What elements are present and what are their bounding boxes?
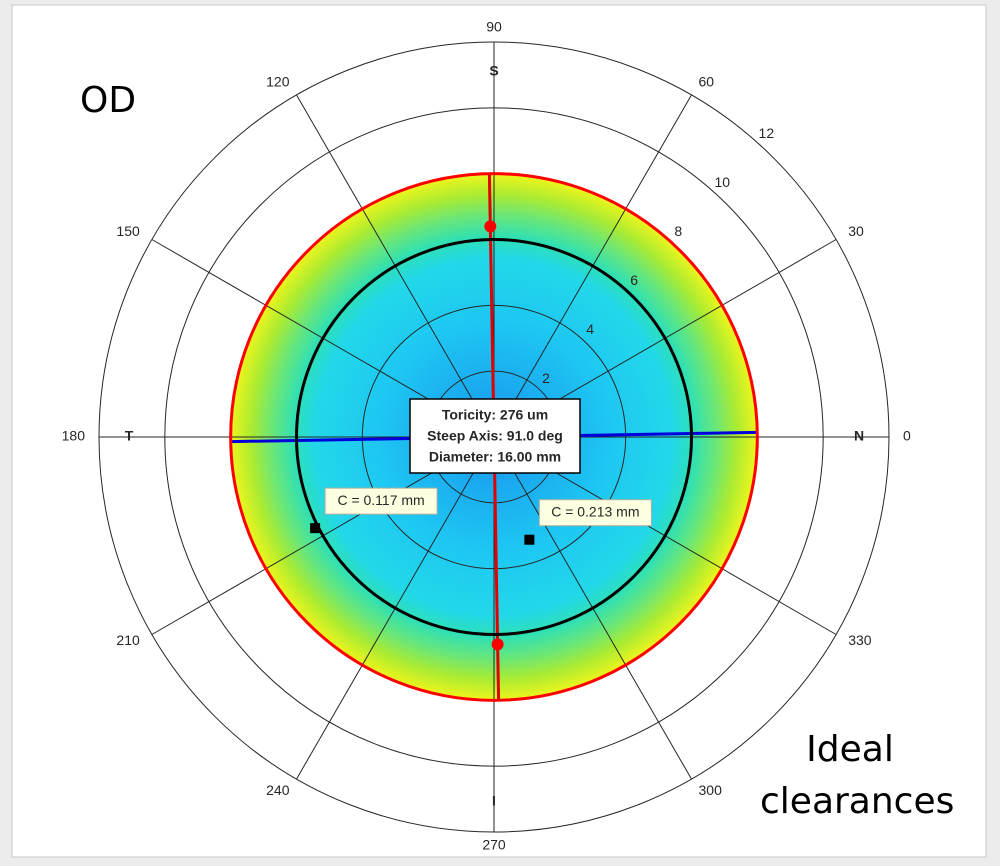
info-box: Toricity: 276 um Steep Axis: 91.0 deg Diam… <box>409 398 581 474</box>
annotation: OD <box>80 80 137 121</box>
theta-tick-label: 300 <box>699 782 723 798</box>
theta-tick-label: 330 <box>848 632 872 648</box>
theta-tick-label: 90 <box>486 19 502 35</box>
theta-tick-label: 150 <box>116 223 140 239</box>
datatip-marker <box>310 523 321 534</box>
direction-label: I <box>492 793 496 809</box>
info-box-frame <box>409 398 581 474</box>
datatip-label: C = 0.117 mm <box>337 492 424 508</box>
r-tick-label: 8 <box>674 223 682 239</box>
point <box>484 220 497 233</box>
r-tick-label: 2 <box>542 370 550 386</box>
r-tick-label: 10 <box>714 174 730 190</box>
theta-tick-label: 60 <box>699 73 715 89</box>
theta-tick-label: 270 <box>482 837 506 853</box>
direction-label: S <box>489 63 498 79</box>
r-tick-label: 4 <box>586 321 594 337</box>
direction-label: T <box>125 428 134 444</box>
datatip-box <box>324 487 438 515</box>
r-tick-label: 12 <box>759 125 775 141</box>
theta-tick-label: 120 <box>266 73 290 89</box>
info-line: Toricity: 276 um <box>442 407 548 423</box>
datatip-label: C = 0.213 mm <box>551 503 639 519</box>
datatip-box <box>538 499 652 527</box>
info-line: Diameter: 16.00 mm <box>429 449 561 465</box>
point <box>491 638 504 651</box>
theta-tick-label: 240 <box>266 782 290 798</box>
r-tick-label: 6 <box>630 272 638 288</box>
annotation: Ideal clearances <box>760 729 955 822</box>
datatip-marker <box>524 534 535 545</box>
info-line: Steep Axis: 91.0 deg <box>427 428 563 444</box>
circle <box>295 238 693 636</box>
theta-tick-label: 210 <box>116 632 140 648</box>
theta-tick-label: 0 <box>903 428 911 444</box>
circle <box>229 172 759 702</box>
theta-tick-label: 180 <box>62 428 86 444</box>
direction-label: N <box>854 428 864 444</box>
theta-tick-label: 30 <box>848 223 864 239</box>
